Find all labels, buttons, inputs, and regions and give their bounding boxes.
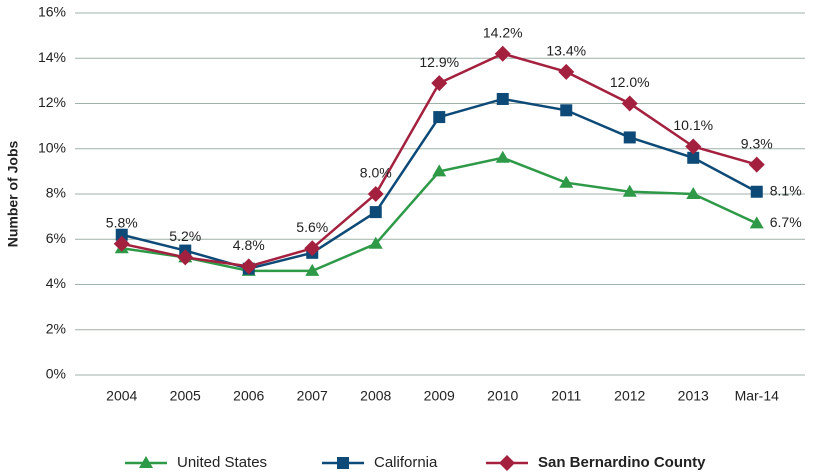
- legend-label: California: [374, 454, 438, 471]
- y-tick-label: 4%: [46, 275, 66, 291]
- legend-item: California: [322, 454, 438, 471]
- legend-label: San Bernardino County: [538, 454, 706, 471]
- legend-marker: [139, 456, 153, 468]
- data-label: 5.8%: [106, 214, 138, 230]
- x-tick-label: 2012: [614, 388, 645, 404]
- data-label: 8.1%: [770, 182, 802, 198]
- marker: [685, 138, 702, 155]
- marker: [496, 92, 509, 105]
- data-label: 6.7%: [770, 214, 802, 230]
- legend-marker: [337, 457, 349, 469]
- y-tick-label: 8%: [46, 185, 66, 201]
- marker: [558, 63, 575, 80]
- marker: [494, 45, 511, 62]
- y-tick-label: 2%: [46, 320, 66, 336]
- marker: [750, 185, 763, 198]
- marker: [367, 186, 384, 202]
- y-tick-label: 10%: [38, 139, 66, 155]
- marker: [433, 111, 446, 124]
- data-label: 12.9%: [419, 54, 459, 70]
- x-tick-label: 2005: [170, 388, 201, 404]
- y-axis-title: Number of Jobs: [5, 141, 21, 248]
- marker: [177, 249, 194, 266]
- marker: [623, 131, 636, 144]
- y-tick-label: 14%: [38, 49, 66, 65]
- marker: [431, 75, 448, 92]
- data-label: 13.4%: [546, 43, 586, 59]
- marker: [748, 156, 765, 173]
- data-label: 5.6%: [296, 219, 328, 235]
- marker: [113, 235, 130, 252]
- marker: [305, 263, 320, 276]
- marker: [686, 187, 701, 199]
- legend-marker: [499, 455, 515, 471]
- data-label: 8.0%: [360, 165, 392, 181]
- x-tick-label: 2008: [360, 388, 391, 404]
- data-label: 4.8%: [233, 237, 265, 253]
- data-label: 12.0%: [610, 74, 650, 90]
- marker: [621, 95, 638, 112]
- x-tick-label: 2013: [678, 388, 709, 404]
- x-tick-label: 2004: [106, 388, 137, 404]
- marker: [369, 206, 382, 219]
- marker: [560, 104, 573, 117]
- data-label: 9.3%: [741, 135, 773, 151]
- marker: [749, 216, 764, 229]
- marker: [432, 164, 447, 177]
- marker: [368, 236, 383, 249]
- x-tick-label: 2011: [551, 388, 581, 404]
- x-tick-label: 2007: [297, 388, 328, 404]
- marker: [622, 184, 637, 197]
- x-tick-label: 2009: [424, 388, 455, 404]
- marker: [559, 175, 574, 188]
- marker: [115, 228, 128, 241]
- data-label: 5.2%: [169, 228, 201, 244]
- marker: [687, 151, 700, 164]
- marker: [304, 240, 321, 257]
- y-tick-label: 12%: [38, 94, 66, 110]
- marker: [240, 258, 257, 275]
- x-tick-label: 2010: [487, 388, 518, 404]
- data-label: 10.1%: [673, 117, 713, 133]
- legend-item: United States: [125, 454, 267, 471]
- legend-label: United States: [177, 454, 267, 471]
- legend-item: San Bernardino County: [486, 454, 706, 471]
- y-tick-label: 6%: [46, 230, 66, 246]
- x-tick-label: Mar-14: [735, 388, 780, 404]
- marker: [495, 150, 510, 163]
- x-tick-label: 2006: [233, 388, 264, 404]
- y-tick-label: 16%: [38, 4, 66, 20]
- y-tick-label: 0%: [46, 366, 66, 382]
- data-label: 14.2%: [483, 24, 523, 40]
